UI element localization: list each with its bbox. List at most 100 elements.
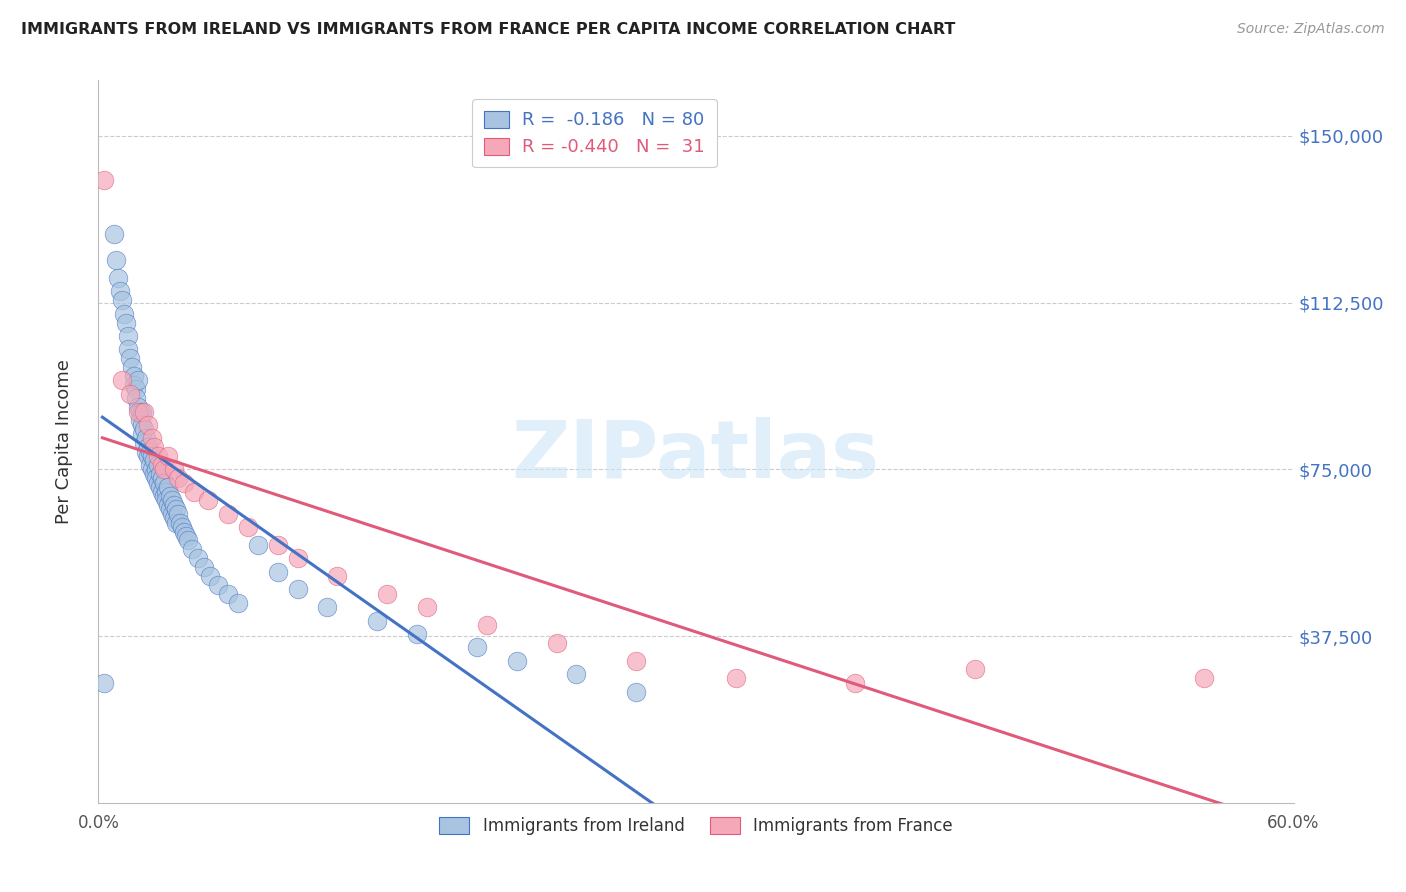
Point xyxy=(120,386,142,401)
Point xyxy=(169,516,191,530)
Point xyxy=(287,551,309,566)
Point xyxy=(111,293,134,308)
Point xyxy=(145,471,167,485)
Point xyxy=(167,507,190,521)
Point xyxy=(139,458,162,472)
Point xyxy=(153,462,176,476)
Point xyxy=(160,493,183,508)
Point xyxy=(165,516,187,530)
Point xyxy=(135,431,157,445)
Point xyxy=(115,316,138,330)
Point xyxy=(134,422,156,436)
Point xyxy=(159,489,181,503)
Point xyxy=(139,444,162,458)
Point xyxy=(125,382,148,396)
Point xyxy=(150,458,173,472)
Point xyxy=(145,462,167,476)
Point xyxy=(246,538,269,552)
Point xyxy=(143,453,166,467)
Point xyxy=(127,373,149,387)
Point xyxy=(366,614,388,628)
Text: ZIPatlas: ZIPatlas xyxy=(512,417,880,495)
Point xyxy=(131,426,153,441)
Point xyxy=(173,524,195,539)
Point xyxy=(134,435,156,450)
Point xyxy=(177,533,200,548)
Point xyxy=(155,484,177,499)
Point xyxy=(167,471,190,485)
Point xyxy=(226,596,249,610)
Point xyxy=(187,551,209,566)
Point xyxy=(416,600,439,615)
Point xyxy=(173,475,195,490)
Point xyxy=(267,538,290,552)
Point xyxy=(129,404,152,418)
Point xyxy=(163,498,186,512)
Point xyxy=(117,343,139,357)
Point xyxy=(125,391,148,405)
Point xyxy=(129,413,152,427)
Point xyxy=(107,271,129,285)
Point xyxy=(112,307,135,321)
Point xyxy=(626,653,648,667)
Point xyxy=(103,227,125,241)
Point xyxy=(150,471,173,485)
Text: IMMIGRANTS FROM IRELAND VS IMMIGRANTS FROM FRANCE PER CAPITA INCOME CORRELATION : IMMIGRANTS FROM IRELAND VS IMMIGRANTS FR… xyxy=(21,22,956,37)
Legend: Immigrants from Ireland, Immigrants from France: Immigrants from Ireland, Immigrants from… xyxy=(433,810,959,841)
Point xyxy=(93,173,115,187)
Point xyxy=(150,484,173,499)
Point xyxy=(165,502,187,516)
Point xyxy=(148,458,170,472)
Point xyxy=(124,377,146,392)
Point xyxy=(120,351,142,366)
Point xyxy=(131,417,153,432)
Point xyxy=(217,587,239,601)
Point xyxy=(475,618,498,632)
Point xyxy=(163,511,186,525)
Point xyxy=(149,480,172,494)
Point xyxy=(217,507,239,521)
Point xyxy=(141,462,163,476)
Point xyxy=(149,467,172,481)
Point xyxy=(135,444,157,458)
Point xyxy=(110,285,132,299)
Point xyxy=(155,493,177,508)
Point xyxy=(236,520,259,534)
Point xyxy=(143,440,166,454)
Point xyxy=(93,675,115,690)
Point xyxy=(157,498,180,512)
Point xyxy=(117,329,139,343)
Point xyxy=(131,404,153,418)
Point xyxy=(141,449,163,463)
Point xyxy=(197,493,219,508)
Point xyxy=(183,484,205,499)
Point xyxy=(626,684,648,698)
Point xyxy=(127,400,149,414)
Point xyxy=(375,587,398,601)
Point xyxy=(198,569,221,583)
Point xyxy=(724,671,747,685)
Point xyxy=(136,440,159,454)
Point xyxy=(136,417,159,432)
Point xyxy=(143,467,166,481)
Point xyxy=(172,520,194,534)
Point xyxy=(546,636,568,650)
Point xyxy=(1192,671,1215,685)
Point xyxy=(963,662,986,676)
Text: Source: ZipAtlas.com: Source: ZipAtlas.com xyxy=(1237,22,1385,37)
Point xyxy=(287,582,309,597)
Point xyxy=(844,675,866,690)
Point xyxy=(153,489,176,503)
Point xyxy=(111,373,134,387)
Point xyxy=(267,565,290,579)
Point xyxy=(141,431,163,445)
Y-axis label: Per Capita Income: Per Capita Income xyxy=(55,359,73,524)
Point xyxy=(316,600,339,615)
Point xyxy=(157,480,180,494)
Point xyxy=(465,640,488,655)
Point xyxy=(326,569,349,583)
Point xyxy=(148,449,170,463)
Point xyxy=(207,578,229,592)
Point xyxy=(193,560,215,574)
Point xyxy=(121,360,143,375)
